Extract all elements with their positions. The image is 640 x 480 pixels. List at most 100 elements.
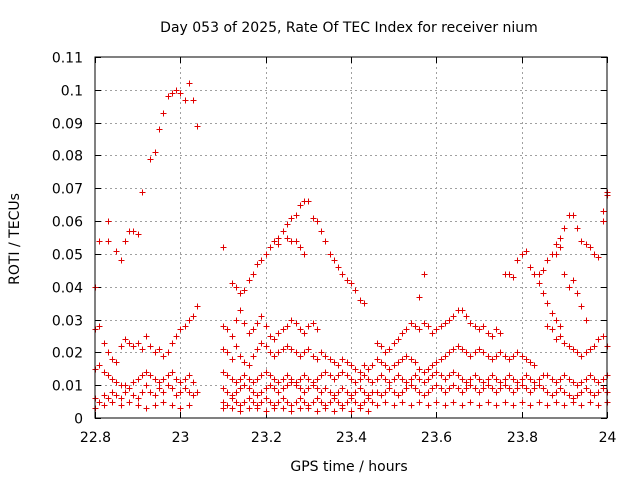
data-point <box>408 356 415 363</box>
data-point <box>365 408 372 415</box>
data-point <box>101 392 108 399</box>
data-point <box>339 385 346 392</box>
data-point <box>506 271 513 278</box>
data-point <box>583 349 590 356</box>
data-point <box>314 218 321 225</box>
data-point <box>536 376 543 383</box>
data-point <box>250 399 257 406</box>
data-point <box>322 369 329 376</box>
data-point <box>416 389 423 396</box>
data-point <box>489 333 496 340</box>
data-point <box>182 376 189 383</box>
data-point <box>224 402 231 409</box>
data-point <box>254 346 261 353</box>
data-point <box>352 287 359 294</box>
data-point <box>271 336 278 343</box>
data-point <box>455 372 462 379</box>
data-point <box>126 399 133 406</box>
data-point <box>101 369 108 376</box>
data-point <box>250 326 257 333</box>
data-point <box>254 376 261 383</box>
data-point <box>322 385 329 392</box>
data-point <box>280 326 287 333</box>
data-point <box>574 349 581 356</box>
data-point <box>327 372 334 379</box>
data-point <box>510 274 517 281</box>
data-point <box>480 385 487 392</box>
data-point <box>101 402 108 409</box>
data-point <box>263 369 270 376</box>
data-point <box>254 392 261 399</box>
data-point <box>386 379 393 386</box>
data-point <box>348 280 355 287</box>
data-point <box>126 340 133 347</box>
data-point <box>275 330 282 337</box>
data-point <box>233 399 240 406</box>
data-point <box>450 346 457 353</box>
data-point <box>118 343 125 350</box>
data-point <box>220 405 227 412</box>
data-point <box>190 379 197 386</box>
data-point <box>297 244 304 251</box>
data-point <box>391 340 398 347</box>
data-point <box>275 241 282 248</box>
data-point <box>578 402 585 409</box>
data-point <box>109 399 116 406</box>
data-point <box>357 385 364 392</box>
data-point <box>220 385 227 392</box>
data-point <box>365 376 372 383</box>
data-point <box>280 385 287 392</box>
data-point <box>275 235 282 242</box>
data-point <box>305 346 312 353</box>
data-point <box>561 340 568 347</box>
data-point <box>476 376 483 383</box>
data-point <box>578 238 585 245</box>
data-point <box>169 369 176 376</box>
data-point <box>472 323 479 330</box>
data-point <box>233 389 240 396</box>
data-point <box>113 359 120 366</box>
data-point <box>382 362 389 369</box>
data-point <box>305 198 312 205</box>
data-point <box>220 244 227 251</box>
data-point <box>566 284 573 291</box>
data-point <box>254 320 261 327</box>
data-point <box>310 382 317 389</box>
data-point <box>361 389 368 396</box>
data-point <box>455 343 462 350</box>
data-point <box>96 362 103 369</box>
data-point <box>412 385 419 392</box>
data-point <box>143 382 150 389</box>
data-point <box>280 228 287 235</box>
data-point <box>553 241 560 248</box>
data-point <box>305 323 312 330</box>
data-point <box>421 369 428 376</box>
data-point <box>502 382 509 389</box>
data-point <box>293 349 300 356</box>
data-point <box>566 376 573 383</box>
data-point <box>229 356 236 363</box>
data-point <box>182 323 189 330</box>
data-point <box>293 320 300 327</box>
data-point <box>254 261 261 268</box>
data-point <box>497 330 504 337</box>
data-point <box>476 389 483 396</box>
data-point <box>591 251 598 258</box>
data-point <box>485 330 492 337</box>
data-point <box>493 353 500 360</box>
data-point <box>152 349 159 356</box>
data-point <box>493 389 500 396</box>
data-point <box>310 320 317 327</box>
data-point <box>519 376 526 383</box>
data-point <box>502 376 509 383</box>
data-point <box>416 294 423 301</box>
data-point <box>591 376 598 383</box>
data-point <box>267 244 274 251</box>
data-point <box>399 330 406 337</box>
data-point <box>485 382 492 389</box>
data-point <box>463 379 470 386</box>
data-point <box>527 402 534 409</box>
data-point <box>514 385 521 392</box>
data-point <box>284 221 291 228</box>
data-point <box>109 389 116 396</box>
